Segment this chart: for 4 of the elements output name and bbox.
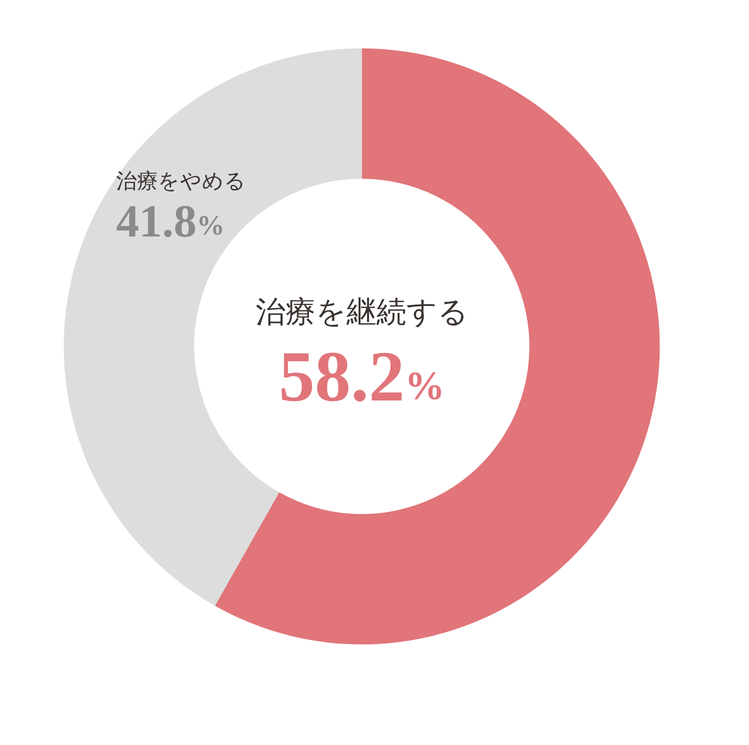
data-label: 41.8% — [116, 196, 225, 247]
slice-label: 治療をやめる — [116, 169, 246, 194]
data-label: 58.2% — [278, 336, 445, 416]
slice-label: 治療を継続する — [255, 294, 468, 330]
